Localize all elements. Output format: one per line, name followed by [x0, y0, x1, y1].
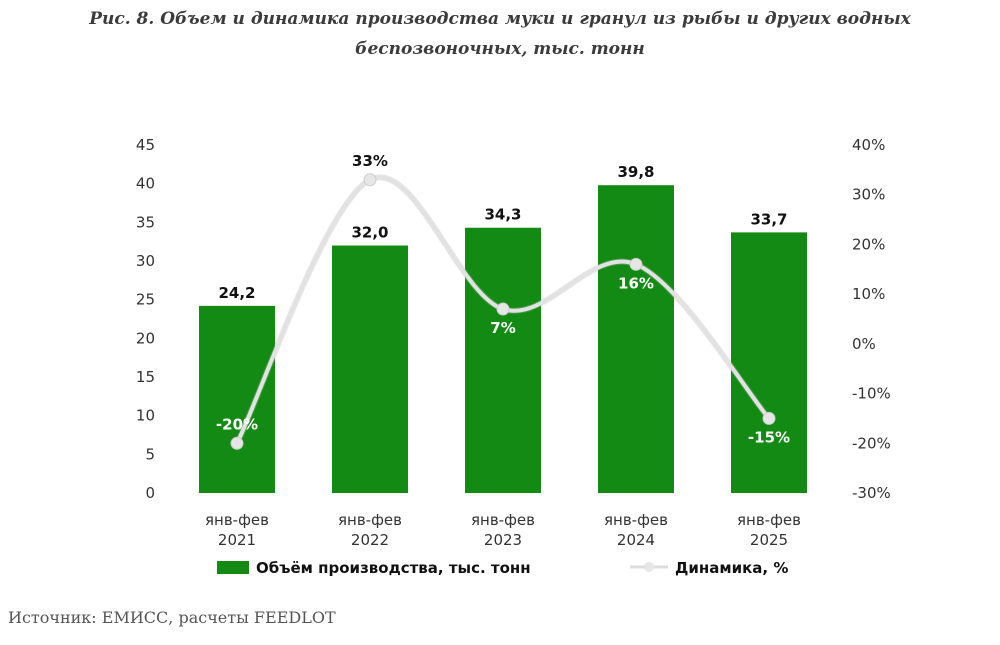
line-value-label: -20%: [216, 415, 258, 433]
chart: 051015202530354045-30%-20%-10%0%10%20%30…: [136, 136, 891, 577]
source-note: Источник: ЕМИСС, расчеты FEEDLOT: [8, 608, 336, 627]
bar-value-label: 32,0: [351, 224, 388, 242]
line-value-label: 33%: [352, 152, 388, 170]
line-point: [230, 436, 244, 450]
chart-title: Рис. 8. Объем и динамика производства му…: [89, 9, 911, 59]
x-tick-label: янв-фев: [205, 511, 269, 529]
bar: [465, 227, 541, 493]
x-tick-label: янв-фев: [604, 511, 668, 529]
bar-value-label: 24,2: [218, 284, 255, 302]
line-value-label: 16%: [618, 274, 654, 292]
line-value-label: 7%: [490, 319, 515, 337]
right-tick-label: 30%: [852, 186, 885, 204]
left-tick-label: 30: [136, 252, 155, 270]
line-point: [496, 302, 510, 316]
x-tick-label: янв-фев: [471, 511, 535, 529]
legend-line-label: Динамика, %: [675, 559, 788, 577]
left-tick-label: 20: [136, 329, 155, 347]
line-point: [363, 173, 377, 187]
bar: [598, 185, 674, 494]
x-tick-label: 2023: [484, 531, 522, 549]
right-tick-label: -10%: [852, 385, 891, 403]
x-tick-label: 2022: [351, 531, 389, 549]
bar-value-label: 34,3: [484, 206, 521, 224]
x-tick-label: янв-фев: [338, 511, 402, 529]
right-tick-label: -20%: [852, 434, 891, 452]
left-tick-label: 25: [136, 291, 155, 309]
line-point: [629, 257, 643, 271]
line-value-label: -15%: [748, 428, 790, 446]
line-point: [762, 411, 776, 425]
right-tick-label: 40%: [852, 136, 885, 154]
left-tick-label: 10: [136, 407, 155, 425]
right-tick-label: 20%: [852, 235, 885, 253]
x-tick-label: 2024: [617, 531, 655, 549]
bar: [199, 305, 275, 493]
bar-value-label: 39,8: [617, 163, 654, 181]
legend-line-marker: [644, 562, 654, 572]
right-tick-label: -30%: [852, 484, 891, 502]
left-tick-label: 35: [136, 213, 155, 231]
legend-bar-swatch: [217, 561, 249, 574]
left-tick-label: 15: [136, 368, 155, 386]
x-tick-label: 2021: [218, 531, 256, 549]
bar: [332, 245, 408, 493]
bar-value-label: 33,7: [750, 210, 787, 228]
left-tick-label: 40: [136, 175, 155, 193]
line-series: [235, 175, 771, 445]
legend-bar-label: Объём производства, тыс. тонн: [256, 559, 531, 577]
right-tick-label: 0%: [852, 335, 876, 353]
right-tick-label: 10%: [852, 285, 885, 303]
x-tick-label: 2025: [750, 531, 788, 549]
left-tick-label: 45: [136, 136, 155, 154]
x-tick-label: янв-фев: [737, 511, 801, 529]
bar: [731, 232, 807, 494]
left-tick-label: 5: [145, 445, 155, 463]
left-tick-label: 0: [145, 484, 155, 502]
